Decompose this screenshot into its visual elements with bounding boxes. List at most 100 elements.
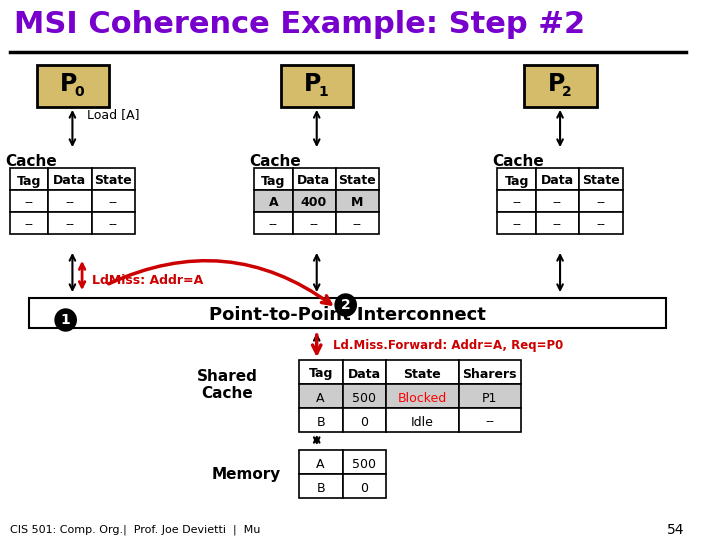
Text: M: M [351,197,364,210]
Text: Cache: Cache [492,154,544,169]
Text: 0: 0 [74,85,84,99]
Text: 1: 1 [60,313,71,327]
FancyBboxPatch shape [524,65,597,107]
Bar [9,168,48,190]
Bar [29,298,666,328]
Text: --: -- [65,219,74,232]
Text: 400: 400 [301,197,327,210]
Text: Ld.Miss.Forward: Addr=A, Req=P0: Ld.Miss.Forward: Addr=A, Req=P0 [333,339,563,352]
Text: P: P [60,72,77,96]
Bar [580,190,623,212]
Bar [459,384,521,408]
Bar [254,168,292,190]
Text: Tag: Tag [17,174,41,187]
Bar [459,408,521,432]
Text: Data: Data [541,174,574,187]
Text: --: -- [65,197,74,210]
Bar [91,212,135,234]
Text: State: State [582,174,619,187]
Circle shape [335,294,356,316]
Text: 54: 54 [667,523,685,537]
Bar [386,360,459,384]
Bar [498,212,536,234]
Text: Cache: Cache [249,154,301,169]
Text: --: -- [109,197,117,210]
Text: --: -- [553,219,562,232]
Text: CIS 501: Comp. Org.|  Prof. Joe Devietti  |  Mu: CIS 501: Comp. Org.| Prof. Joe Devietti … [9,525,260,535]
Text: B: B [316,482,325,495]
Text: State: State [94,174,132,187]
Text: --: -- [24,219,33,232]
Bar [343,474,386,498]
Text: Sharers: Sharers [462,368,517,381]
Bar [343,360,386,384]
Text: P: P [304,72,322,96]
Bar [91,190,135,212]
Text: Tag: Tag [505,174,528,187]
Text: --: -- [553,197,562,210]
Text: P1: P1 [482,392,498,404]
Text: 500: 500 [352,392,376,404]
Bar [580,168,623,190]
Bar [459,360,521,384]
Bar [91,168,135,190]
Bar [336,190,379,212]
Text: --: -- [269,219,278,232]
Text: Cache: Cache [5,154,57,169]
Text: Data: Data [348,368,381,381]
Text: Data: Data [53,174,86,187]
Text: 1: 1 [319,85,328,99]
Bar [386,408,459,432]
Bar [300,360,343,384]
Text: State: State [338,174,376,187]
Text: Shared
Cache: Shared Cache [197,369,257,401]
Text: Tag: Tag [261,174,285,187]
FancyArrowPatch shape [109,261,330,304]
Bar [300,474,343,498]
Text: --: -- [596,197,605,210]
Bar [300,384,343,408]
Text: B: B [316,415,325,429]
Text: --: -- [485,415,494,429]
Bar [536,168,580,190]
Circle shape [55,309,76,331]
Text: MSI Coherence Example: Step #2: MSI Coherence Example: Step #2 [14,10,585,39]
Text: 0: 0 [360,415,368,429]
Bar [536,212,580,234]
Bar [254,190,292,212]
Text: --: -- [512,219,521,232]
Bar [580,212,623,234]
Text: 500: 500 [352,457,376,470]
Bar [292,190,336,212]
Bar [343,408,386,432]
Bar [498,168,536,190]
Text: Memory: Memory [212,468,281,483]
Text: --: -- [310,219,318,232]
Text: Tag: Tag [308,368,333,381]
Bar [386,384,459,408]
Bar [292,212,336,234]
Text: --: -- [24,197,33,210]
Text: 0: 0 [360,482,368,495]
Text: Blocked: Blocked [397,392,446,404]
Bar [343,450,386,474]
Text: Idle: Idle [410,415,433,429]
Text: Data: Data [297,174,330,187]
Text: --: -- [596,219,605,232]
Text: --: -- [353,219,361,232]
Text: A: A [269,197,278,210]
Bar [300,408,343,432]
Text: State: State [403,368,441,381]
Text: Load [A]: Load [A] [87,109,140,122]
Bar [48,190,91,212]
Text: P: P [547,72,565,96]
Text: A: A [316,392,325,404]
FancyBboxPatch shape [37,65,109,107]
Bar [292,168,336,190]
Bar [336,168,379,190]
Text: 2: 2 [562,85,572,99]
Text: --: -- [109,219,117,232]
Text: Point-to-Point Interconnect: Point-to-Point Interconnect [210,306,486,324]
Text: 2: 2 [341,298,351,312]
Bar [336,212,379,234]
